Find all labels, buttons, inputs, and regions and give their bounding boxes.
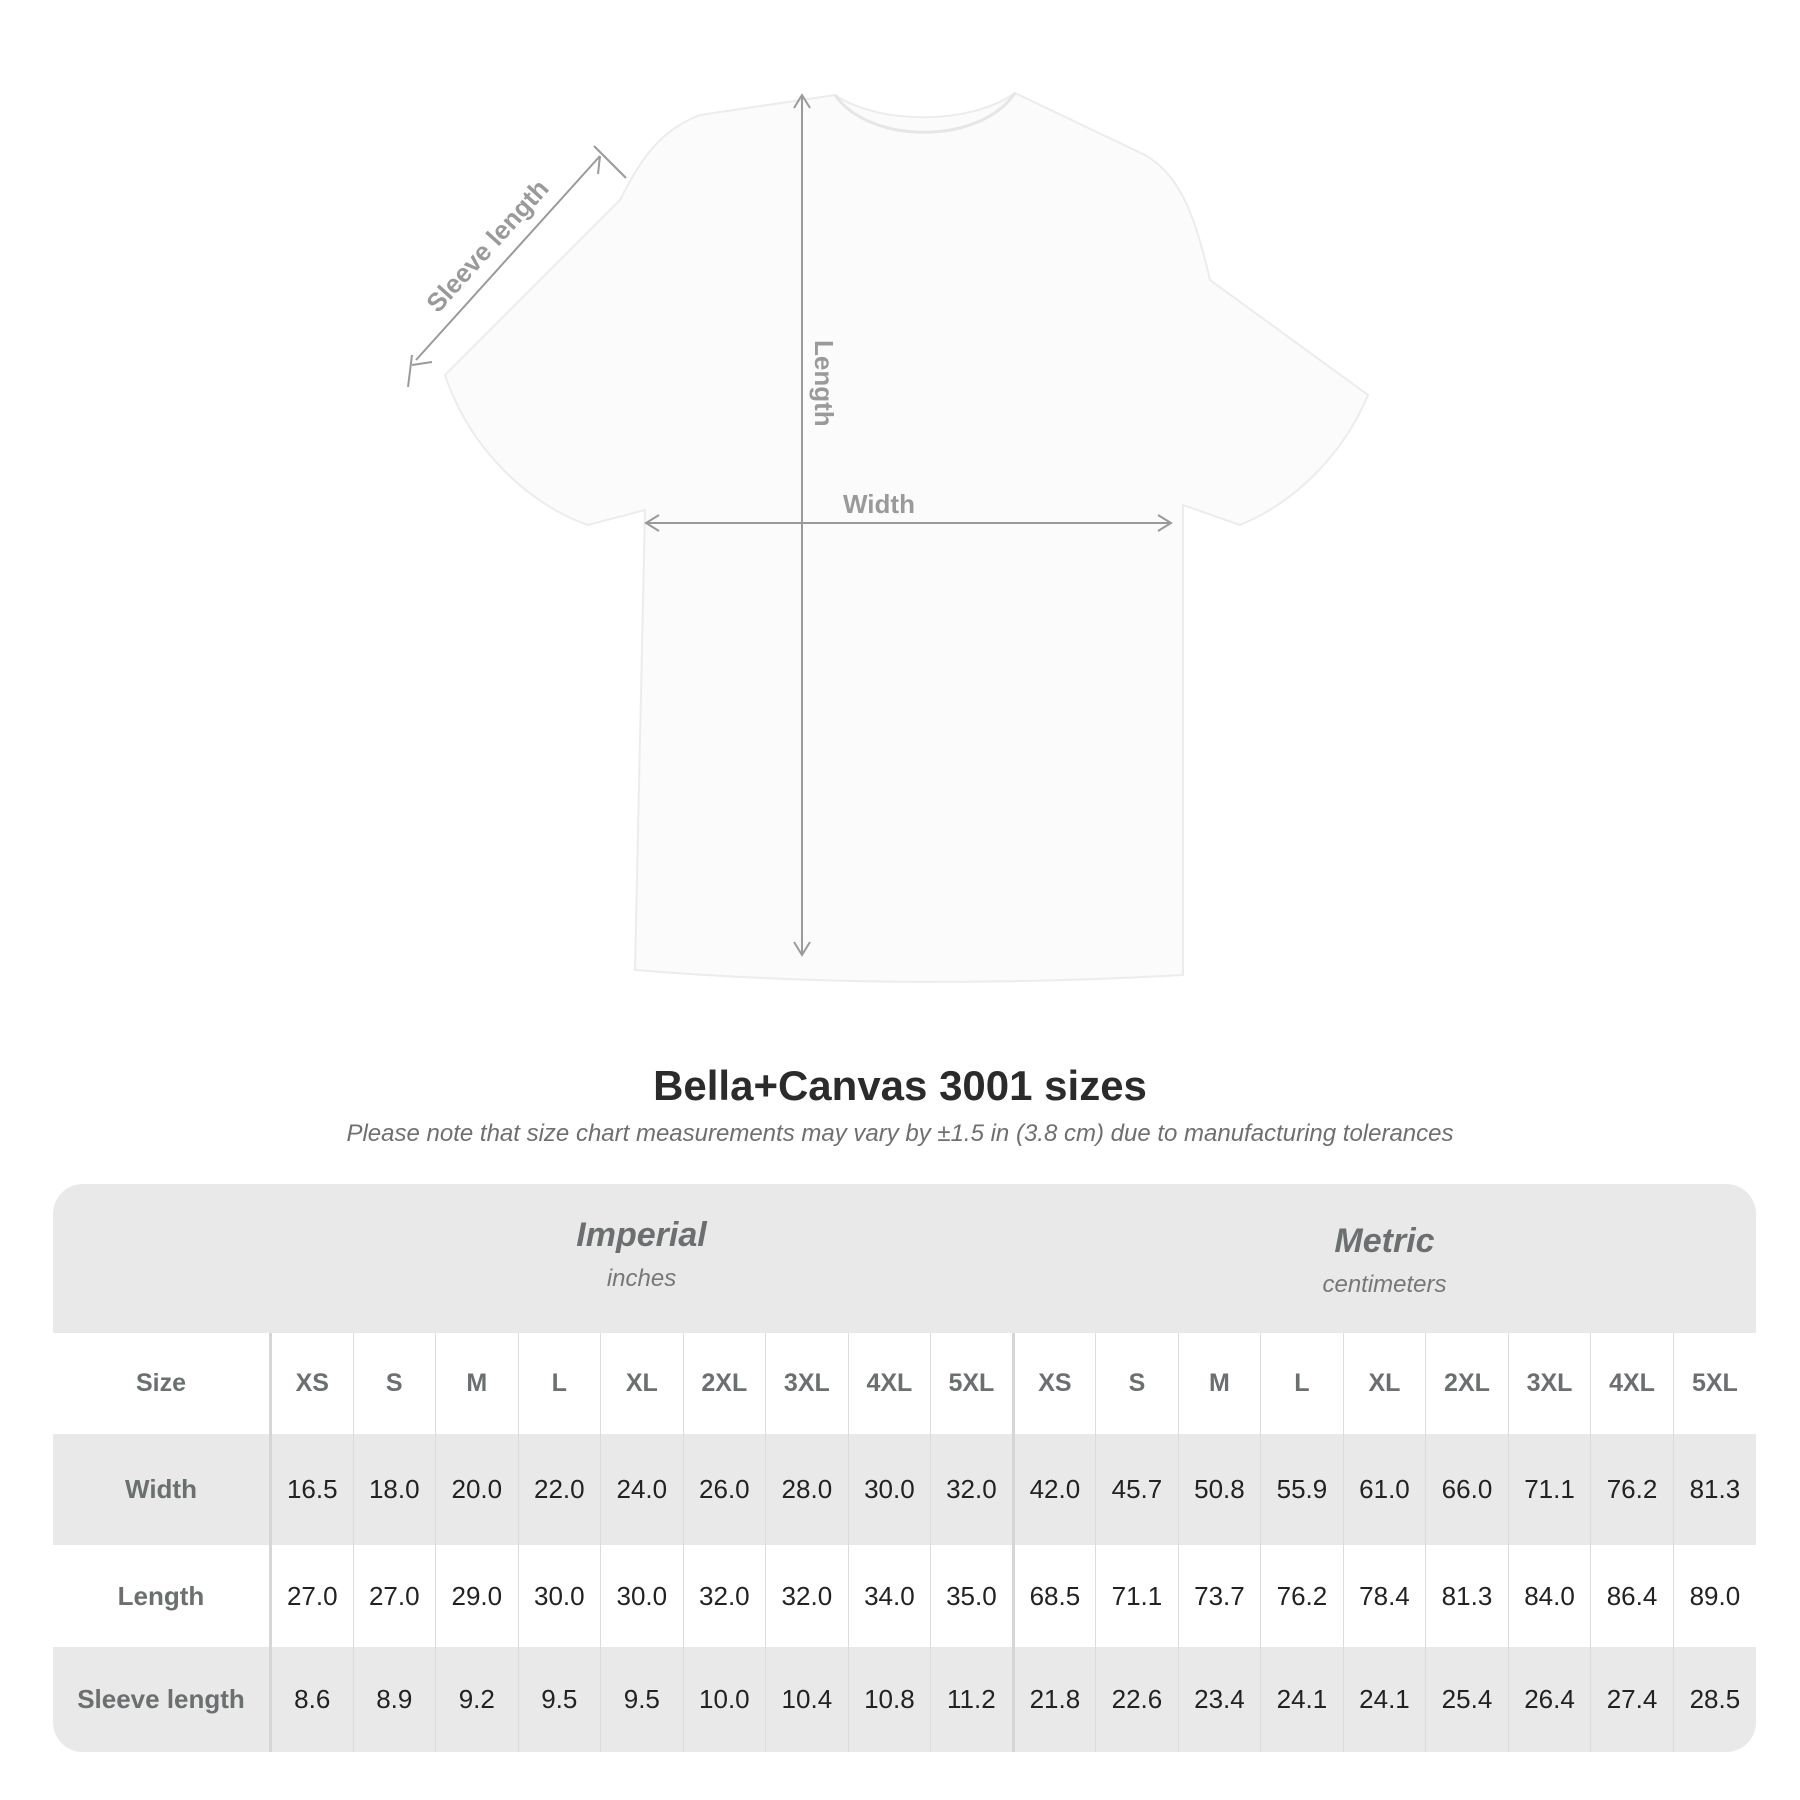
size-grid: Size XS S M L XL 2XL 3XL 4XL 5XL XS S M L XL 2XL 3XL 4XL 5…	[53, 1333, 1756, 1752]
metric-cell: 86.4	[1590, 1545, 1674, 1647]
size-header: 5XL	[930, 1333, 1014, 1434]
imperial-cell: 9.2	[435, 1647, 519, 1752]
page-title: Bella+Canvas 3001 sizes	[653, 1062, 1147, 1109]
measure-arrows	[407, 93, 1173, 957]
imperial-cell: 30.0	[600, 1545, 684, 1647]
metric-cell: 45.7	[1095, 1434, 1179, 1545]
imperial-cell: 32.0	[930, 1434, 1014, 1545]
size-table: Imperial inches Metric centimeters Size X…	[53, 1184, 1756, 1752]
metric-cell: 55.9	[1260, 1434, 1344, 1545]
row-label: Length	[53, 1545, 272, 1647]
size-header: 5XL	[1672, 1333, 1756, 1434]
size-header: L	[517, 1333, 601, 1434]
metric-cell: 73.7	[1177, 1545, 1261, 1647]
metric-cell: 61.0	[1342, 1434, 1426, 1545]
size-header: 3XL	[765, 1333, 849, 1434]
imperial-cell: 10.0	[682, 1647, 766, 1752]
imperial-cell: 20.0	[435, 1434, 519, 1545]
width-label: Width	[843, 489, 915, 519]
imperial-title: Imperial	[576, 1216, 707, 1254]
metric-cell: 28.5	[1672, 1647, 1756, 1752]
row-label: Sleeve length	[53, 1647, 272, 1752]
metric-unit: centimeters	[1322, 1271, 1447, 1298]
metric-cell: 21.8	[1011, 1647, 1096, 1752]
metric-cell: 78.4	[1342, 1545, 1426, 1647]
imperial-cell: 8.9	[352, 1647, 436, 1752]
imperial-cell: 10.4	[765, 1647, 849, 1752]
imperial-header: Imperial inches	[270, 1184, 1013, 1365]
size-header: S	[352, 1333, 436, 1434]
metric-cell: 76.2	[1590, 1434, 1674, 1545]
imperial-cell: 29.0	[435, 1545, 519, 1647]
size-header: L	[1260, 1333, 1344, 1434]
imperial-cell: 9.5	[600, 1647, 684, 1752]
table-row: Sleeve length 8.6 8.9 9.2 9.5 9.5 10.0 10.4 10.8…	[53, 1647, 1756, 1752]
metric-cell: 81.3	[1672, 1434, 1756, 1545]
table-row: Length 27.0 27.0 29.0 30.0 30.0 32.0 32.0 34.0 35…	[53, 1545, 1756, 1647]
size-header: M	[435, 1333, 519, 1434]
size-header: XL	[600, 1333, 684, 1434]
metric-cell: 50.8	[1177, 1434, 1261, 1545]
size-header: XS	[270, 1333, 354, 1434]
imperial-unit: inches	[606, 1265, 677, 1292]
imperial-cell: 11.2	[930, 1647, 1014, 1752]
metric-cell: 22.6	[1095, 1647, 1179, 1752]
size-header: 3XL	[1507, 1333, 1591, 1434]
length-label: Length	[809, 340, 839, 427]
size-header: XS	[1011, 1333, 1096, 1434]
imperial-cell: 8.6	[270, 1647, 354, 1752]
metric-cell: 81.3	[1425, 1545, 1509, 1647]
imperial-cell: 30.0	[517, 1545, 601, 1647]
metric-cell: 66.0	[1425, 1434, 1509, 1545]
imperial-cell: 30.0	[847, 1434, 931, 1545]
metric-header: Metric centimeters	[1013, 1184, 1756, 1371]
imperial-cell: 34.0	[847, 1545, 931, 1647]
metric-cell: 25.4	[1425, 1647, 1509, 1752]
imperial-cell: 27.0	[270, 1545, 354, 1647]
imperial-cell: 32.0	[682, 1545, 766, 1647]
imperial-cell: 24.0	[600, 1434, 684, 1545]
metric-cell: 27.4	[1590, 1647, 1674, 1752]
metric-cell: 84.0	[1507, 1545, 1591, 1647]
metric-cell: 68.5	[1011, 1545, 1096, 1647]
size-header: XL	[1342, 1333, 1426, 1434]
table-row: Width 16.5 18.0 20.0 22.0 24.0 26.0 28.0 30.0 32.…	[53, 1434, 1756, 1545]
size-header-row: Size XS S M L XL 2XL 3XL 4XL 5XL XS S M L XL 2XL 3XL 4XL 5…	[53, 1333, 1756, 1434]
metric-cell: 23.4	[1177, 1647, 1261, 1752]
metric-cell: 24.1	[1260, 1647, 1344, 1752]
metric-title: Metric	[1334, 1222, 1435, 1260]
imperial-cell: 32.0	[765, 1545, 849, 1647]
imperial-cell: 9.5	[517, 1647, 601, 1752]
size-header: 2XL	[1425, 1333, 1509, 1434]
metric-cell: 42.0	[1011, 1434, 1096, 1545]
imperial-cell: 35.0	[930, 1545, 1014, 1647]
size-header: 4XL	[1590, 1333, 1674, 1434]
imperial-cell: 10.8	[847, 1647, 931, 1752]
tshirt-diagram: Sleeve length Length Width	[407, 91, 1370, 983]
metric-cell: 89.0	[1672, 1545, 1756, 1647]
imperial-cell: 18.0	[352, 1434, 436, 1545]
size-header: 2XL	[682, 1333, 766, 1434]
metric-cell: 24.1	[1342, 1647, 1426, 1752]
metric-cell: 76.2	[1260, 1545, 1344, 1647]
metric-cell: 71.1	[1507, 1434, 1591, 1545]
tolerance-note: Please note that size chart measurements…	[346, 1120, 1454, 1147]
metric-cell: 26.4	[1507, 1647, 1591, 1752]
imperial-cell: 28.0	[765, 1434, 849, 1545]
imperial-cell: 22.0	[517, 1434, 601, 1545]
size-header: S	[1095, 1333, 1179, 1434]
metric-cell: 71.1	[1095, 1545, 1179, 1647]
imperial-cell: 16.5	[270, 1434, 354, 1545]
imperial-cell: 27.0	[352, 1545, 436, 1647]
row-label: Width	[53, 1434, 272, 1545]
row-label: Size	[53, 1333, 272, 1434]
size-header: M	[1177, 1333, 1261, 1434]
imperial-cell: 26.0	[682, 1434, 766, 1545]
tshirt-image	[443, 91, 1370, 983]
size-header: 4XL	[847, 1333, 931, 1434]
